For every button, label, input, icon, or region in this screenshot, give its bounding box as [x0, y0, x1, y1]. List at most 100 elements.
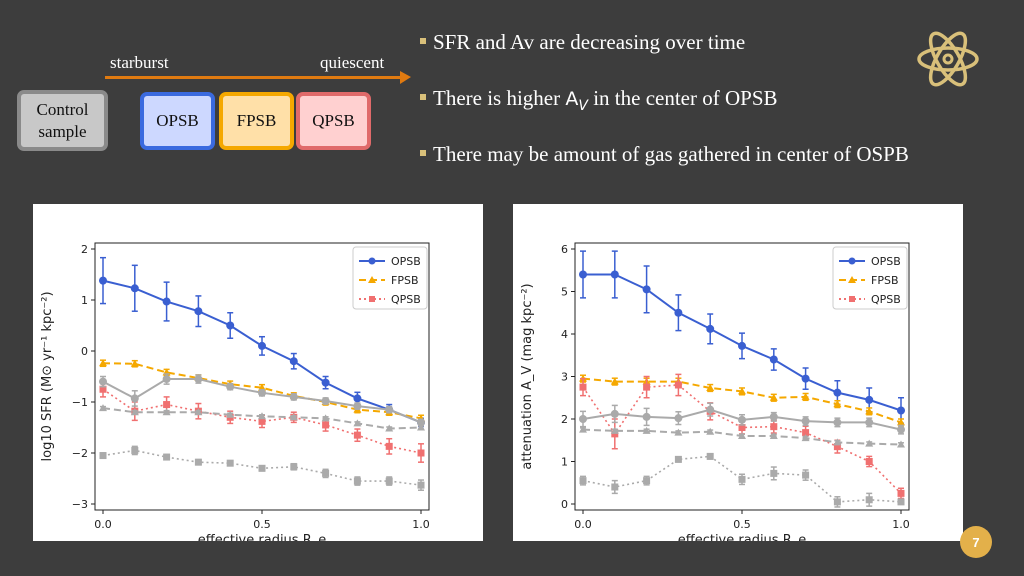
data-point: [258, 412, 266, 420]
data-point: [801, 392, 810, 400]
data-point: [130, 394, 139, 403]
data-point: [833, 443, 841, 451]
bullet-3-text: There may be amount of gas gathered in c…: [433, 142, 909, 166]
quiescent-label: quiescent: [320, 53, 385, 72]
series-line: [102, 362, 422, 420]
series-opsb: [579, 250, 905, 424]
data-point: [417, 449, 425, 457]
av-chart: 0.0 0.5 1.0 6 5 4 3 2 1 0 effective radius R_e atte…: [520, 242, 910, 548]
y-tick-label: −2: [72, 447, 88, 460]
bullet-2-text-a: There is higher: [433, 86, 561, 110]
data-point: [417, 418, 425, 427]
series-line: [582, 455, 902, 503]
data-point: [897, 406, 905, 415]
x-axis-label: effective radius R_e: [198, 533, 326, 541]
legend-marker: [848, 276, 856, 283]
data-point: [706, 427, 715, 435]
data-point: [770, 423, 778, 431]
x-tick-label: 0.0: [94, 518, 112, 531]
fpsb-box: FPSB: [219, 92, 294, 150]
data-point: [194, 375, 203, 384]
data-point: [706, 405, 715, 414]
series-control-4: [579, 425, 905, 448]
data-point: [162, 408, 171, 416]
data-point: [674, 455, 682, 463]
data-point: [643, 477, 651, 485]
series-control-5: [99, 445, 425, 491]
legend-marker: [368, 276, 376, 283]
y-tick-label: 3: [561, 371, 568, 384]
x-tick-label: 0.0: [574, 518, 592, 531]
data-point: [769, 432, 778, 439]
data-point: [610, 377, 619, 385]
data-point: [226, 410, 235, 418]
data-point: [610, 409, 619, 418]
y-tick-label: 1: [81, 294, 88, 307]
sfr-chart: 0.0 0.5 1.0 2 1 0 −1 −2 −3 effective radius R_e lo…: [40, 242, 430, 548]
y-tick-label: 1: [561, 456, 568, 469]
data-point: [674, 428, 683, 436]
data-point: [258, 388, 266, 397]
data-point: [99, 404, 107, 412]
data-point: [321, 396, 330, 405]
sfr-chart-panel: 0.0 0.5 1.0 2 1 0 −1 −2 −3 effective radius R_e lo…: [33, 204, 483, 548]
data-point: [769, 393, 778, 401]
data-point: [417, 481, 425, 489]
data-point: [770, 469, 778, 477]
data-point: [130, 408, 139, 416]
data-point: [385, 477, 393, 485]
y-tick-label: −3: [72, 498, 88, 511]
bullet-2-text-b: in the center of OPSB: [593, 86, 778, 110]
y-axis-label: log10 SFR (M⊙ yr⁻¹ kpc⁻²): [40, 291, 55, 461]
data-point: [385, 424, 394, 432]
x-tick-label: 1.0: [892, 518, 910, 531]
y-tick-label: 4: [561, 328, 568, 341]
data-point: [321, 414, 330, 422]
bullet-marker: [420, 94, 426, 101]
data-point: [865, 407, 874, 415]
y-tick-label: 2: [561, 413, 568, 426]
data-point: [865, 395, 874, 404]
data-point: [321, 378, 330, 387]
data-point: [579, 425, 587, 433]
atom-icon: [917, 31, 979, 87]
data-point: [897, 498, 905, 506]
data-point: [610, 270, 619, 279]
data-point: [802, 471, 810, 479]
data-point: [579, 270, 587, 279]
y-tick-label: 0: [561, 498, 568, 511]
data-point: [385, 442, 393, 450]
data-point: [579, 383, 587, 391]
opsb-box: OPSB: [140, 92, 215, 150]
series-control-4: [99, 404, 425, 432]
data-point: [769, 412, 778, 421]
legend-label: OPSB: [391, 255, 421, 268]
data-point: [642, 285, 651, 294]
data-point: [738, 432, 746, 439]
data-point: [353, 402, 362, 411]
data-point: [194, 458, 202, 466]
data-point: [226, 321, 235, 330]
data-point: [99, 359, 107, 367]
legend-label: QPSB: [391, 293, 421, 306]
data-point: [258, 383, 266, 391]
bullet-1: SFR and Av are decreasing over time: [420, 30, 745, 55]
control-sample-box: Control sample: [17, 90, 108, 151]
data-point: [163, 453, 171, 461]
data-point: [642, 412, 651, 421]
data-point: [258, 341, 266, 350]
data-point: [579, 415, 587, 423]
data-point: [322, 421, 330, 429]
data-point: [769, 355, 778, 364]
data-point: [865, 418, 874, 427]
data-point: [611, 483, 619, 491]
data-point: [353, 394, 362, 403]
data-point: [289, 413, 298, 421]
data-point: [99, 452, 107, 460]
x-axis-label: effective radius R_e: [678, 533, 806, 541]
data-point: [738, 475, 746, 483]
legend-marker: [368, 257, 376, 265]
data-point: [130, 284, 139, 293]
data-point: [833, 438, 842, 446]
x-tick-label: 0.5: [733, 518, 751, 531]
